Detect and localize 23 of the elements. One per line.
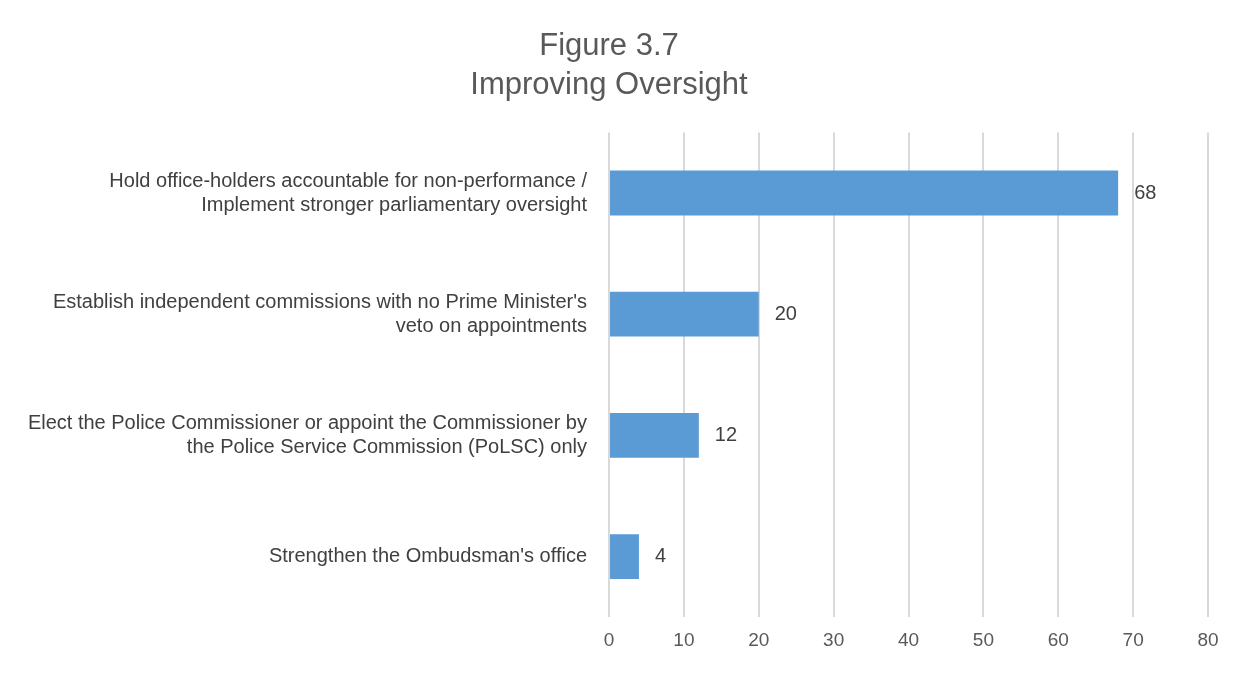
- x-tick-label: 60: [1047, 628, 1069, 650]
- data-label: 12: [714, 422, 738, 445]
- data-label: 4: [654, 544, 667, 567]
- y-tick-label: Hold office-holders accountable for non-performance / Implement stronger parliamentary oversight: [109, 168, 588, 215]
- bar: [610, 291, 759, 337]
- x-tick-label: 40: [897, 628, 920, 650]
- y-tick-label: Establish independent commissions with no Prime Minister's veto on appointments: [52, 289, 587, 336]
- x-tick-label: 70: [1122, 628, 1144, 650]
- bar: [610, 170, 1119, 216]
- chart-subtitle: Improving Oversight: [470, 66, 749, 102]
- x-tick-label: 10: [673, 628, 695, 650]
- data-label: 68: [1134, 180, 1157, 203]
- bar: [610, 412, 699, 458]
- data-label: 20: [774, 301, 797, 324]
- x-tick-label: 80: [1197, 628, 1219, 650]
- x-tick-label: 0: [603, 628, 615, 650]
- bar: [610, 534, 639, 580]
- x-tick-label: 20: [748, 628, 770, 650]
- y-tick-label: Strengthen the Ombudsman's office: [268, 544, 587, 567]
- y-tick-label: Elect the Police Commissioner or appoint the Commissioner by the Police Service Commission (PoLSC) only: [27, 410, 587, 457]
- x-tick-label: 50: [972, 628, 994, 650]
- chart-title: Figure 3.7: [539, 27, 679, 63]
- x-tick-label: 30: [823, 628, 845, 650]
